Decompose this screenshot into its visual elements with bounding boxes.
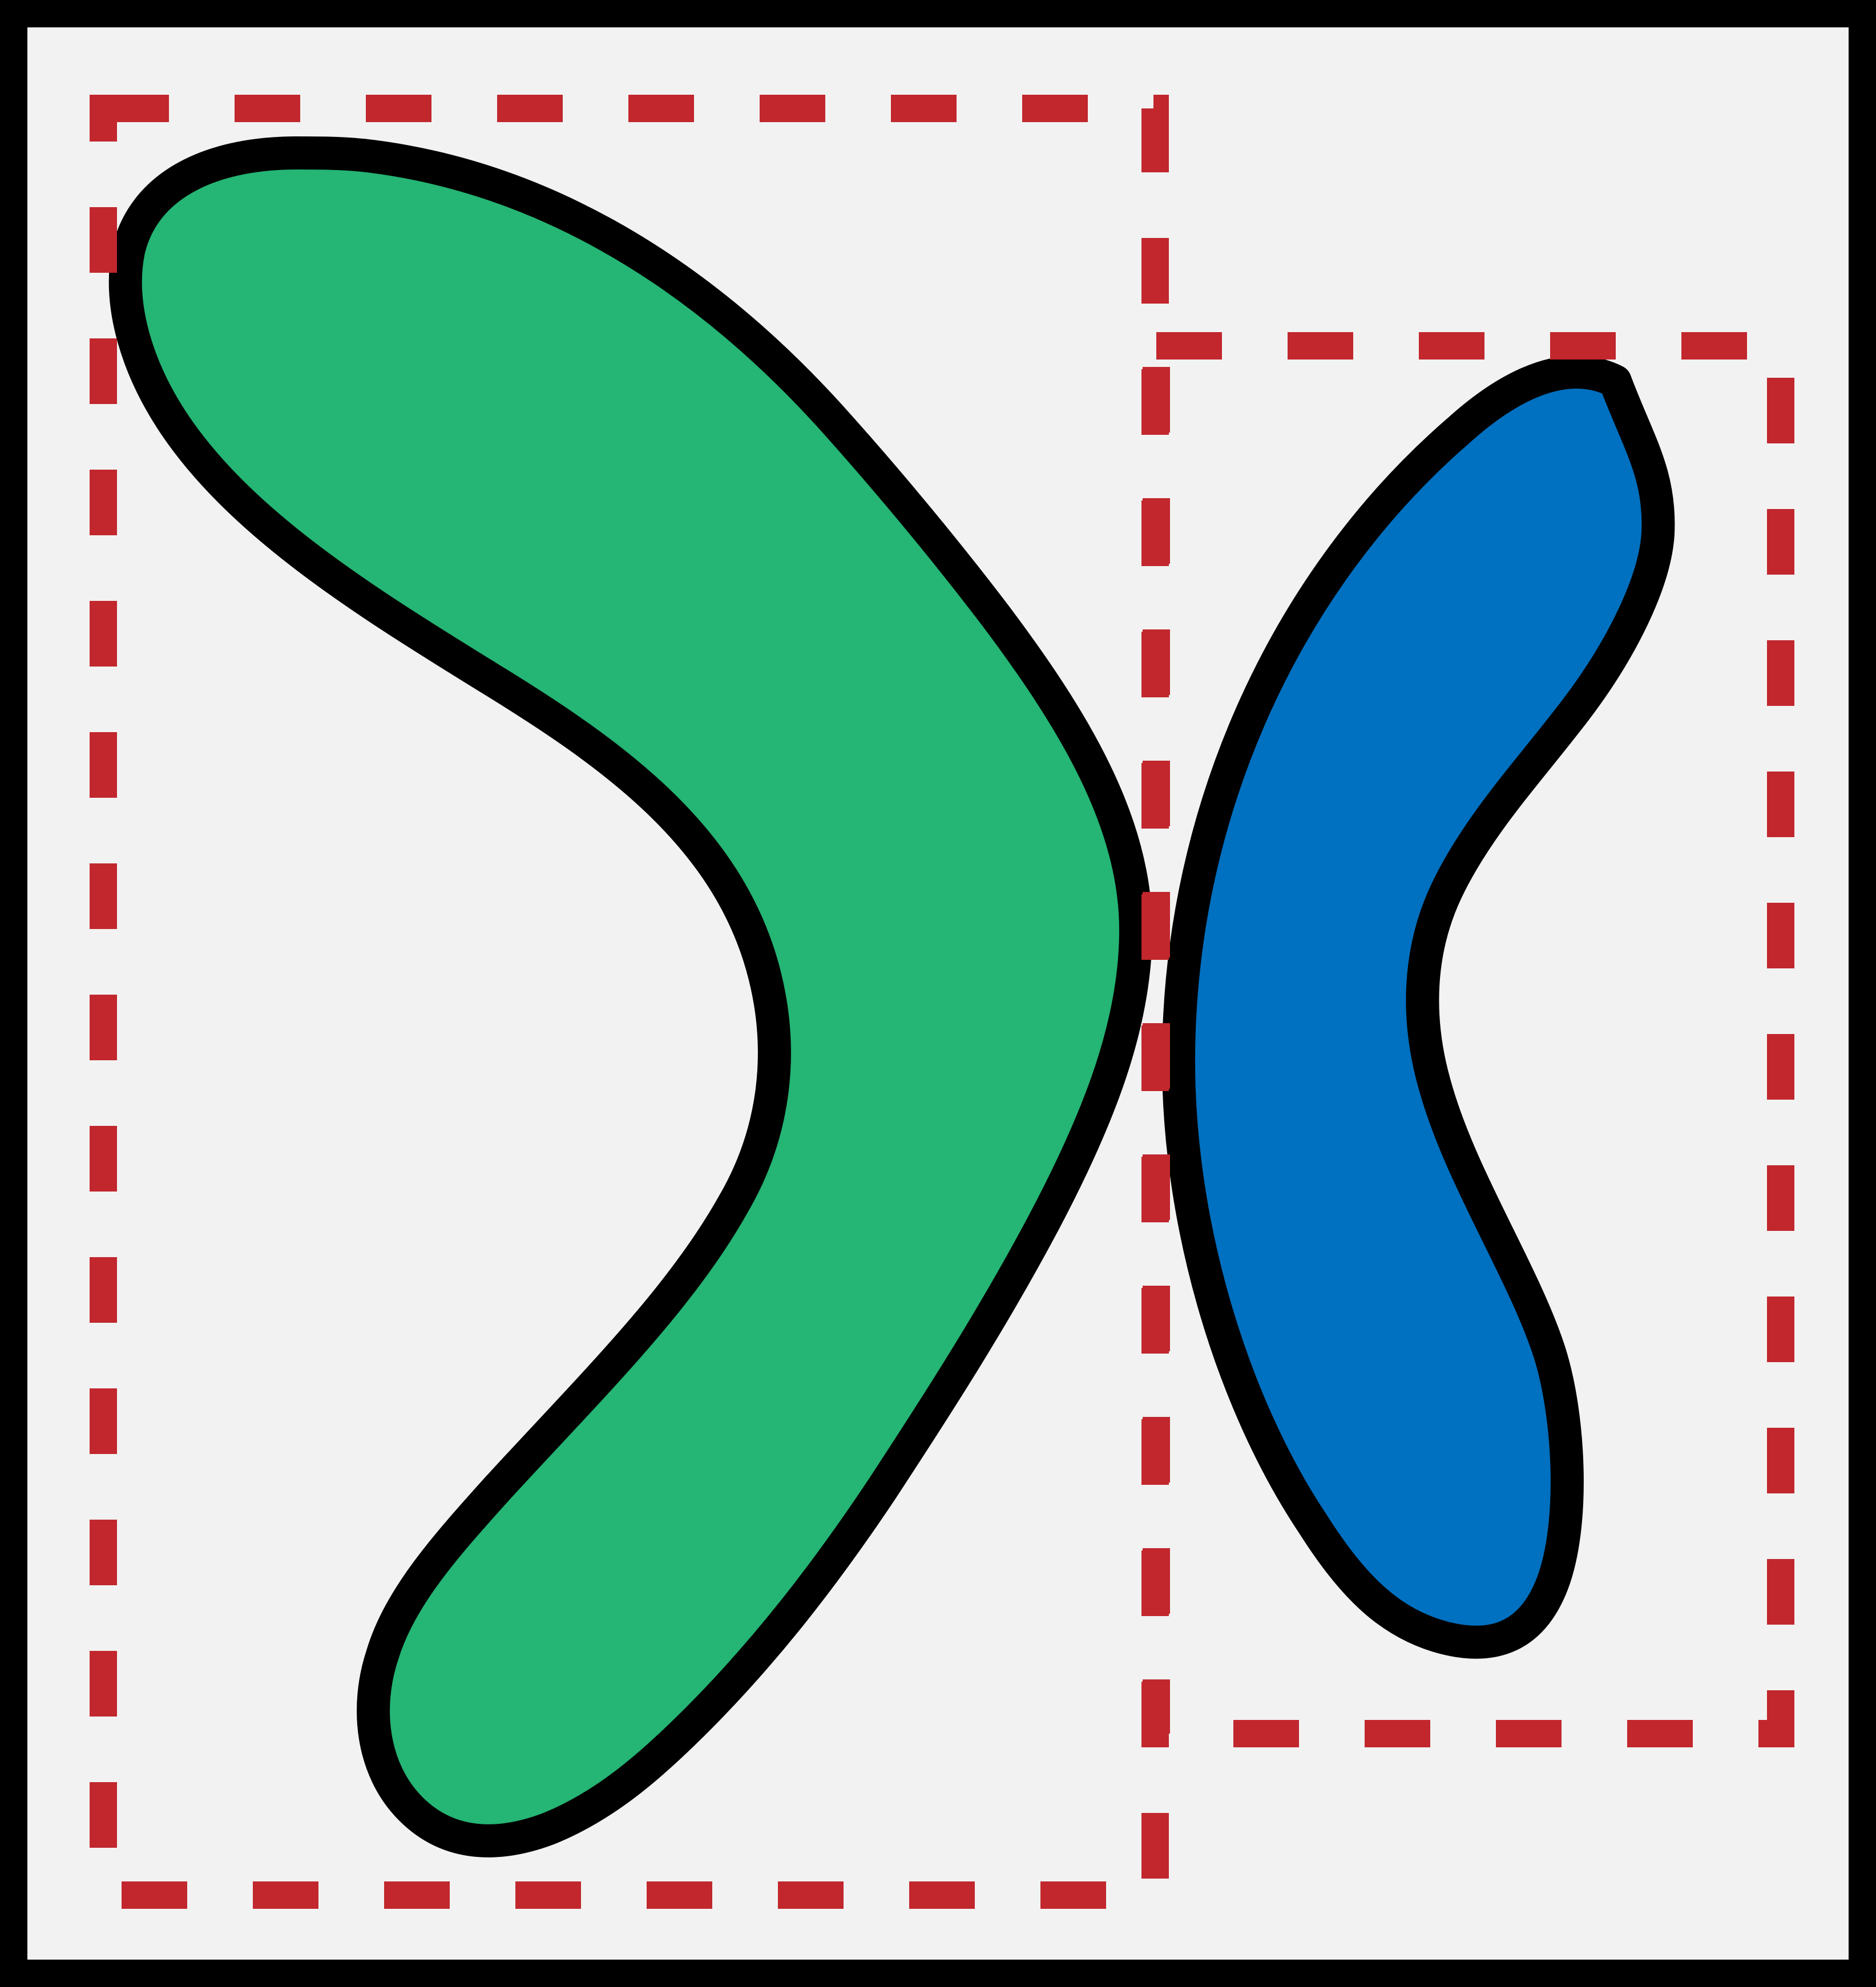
green-shape-bounding-box (90, 95, 1169, 1909)
green-boomerang-shape (108, 136, 1152, 1857)
blue-shape-bounding-box (1143, 332, 1794, 1747)
blue-crescent-shape (1162, 356, 1675, 1659)
